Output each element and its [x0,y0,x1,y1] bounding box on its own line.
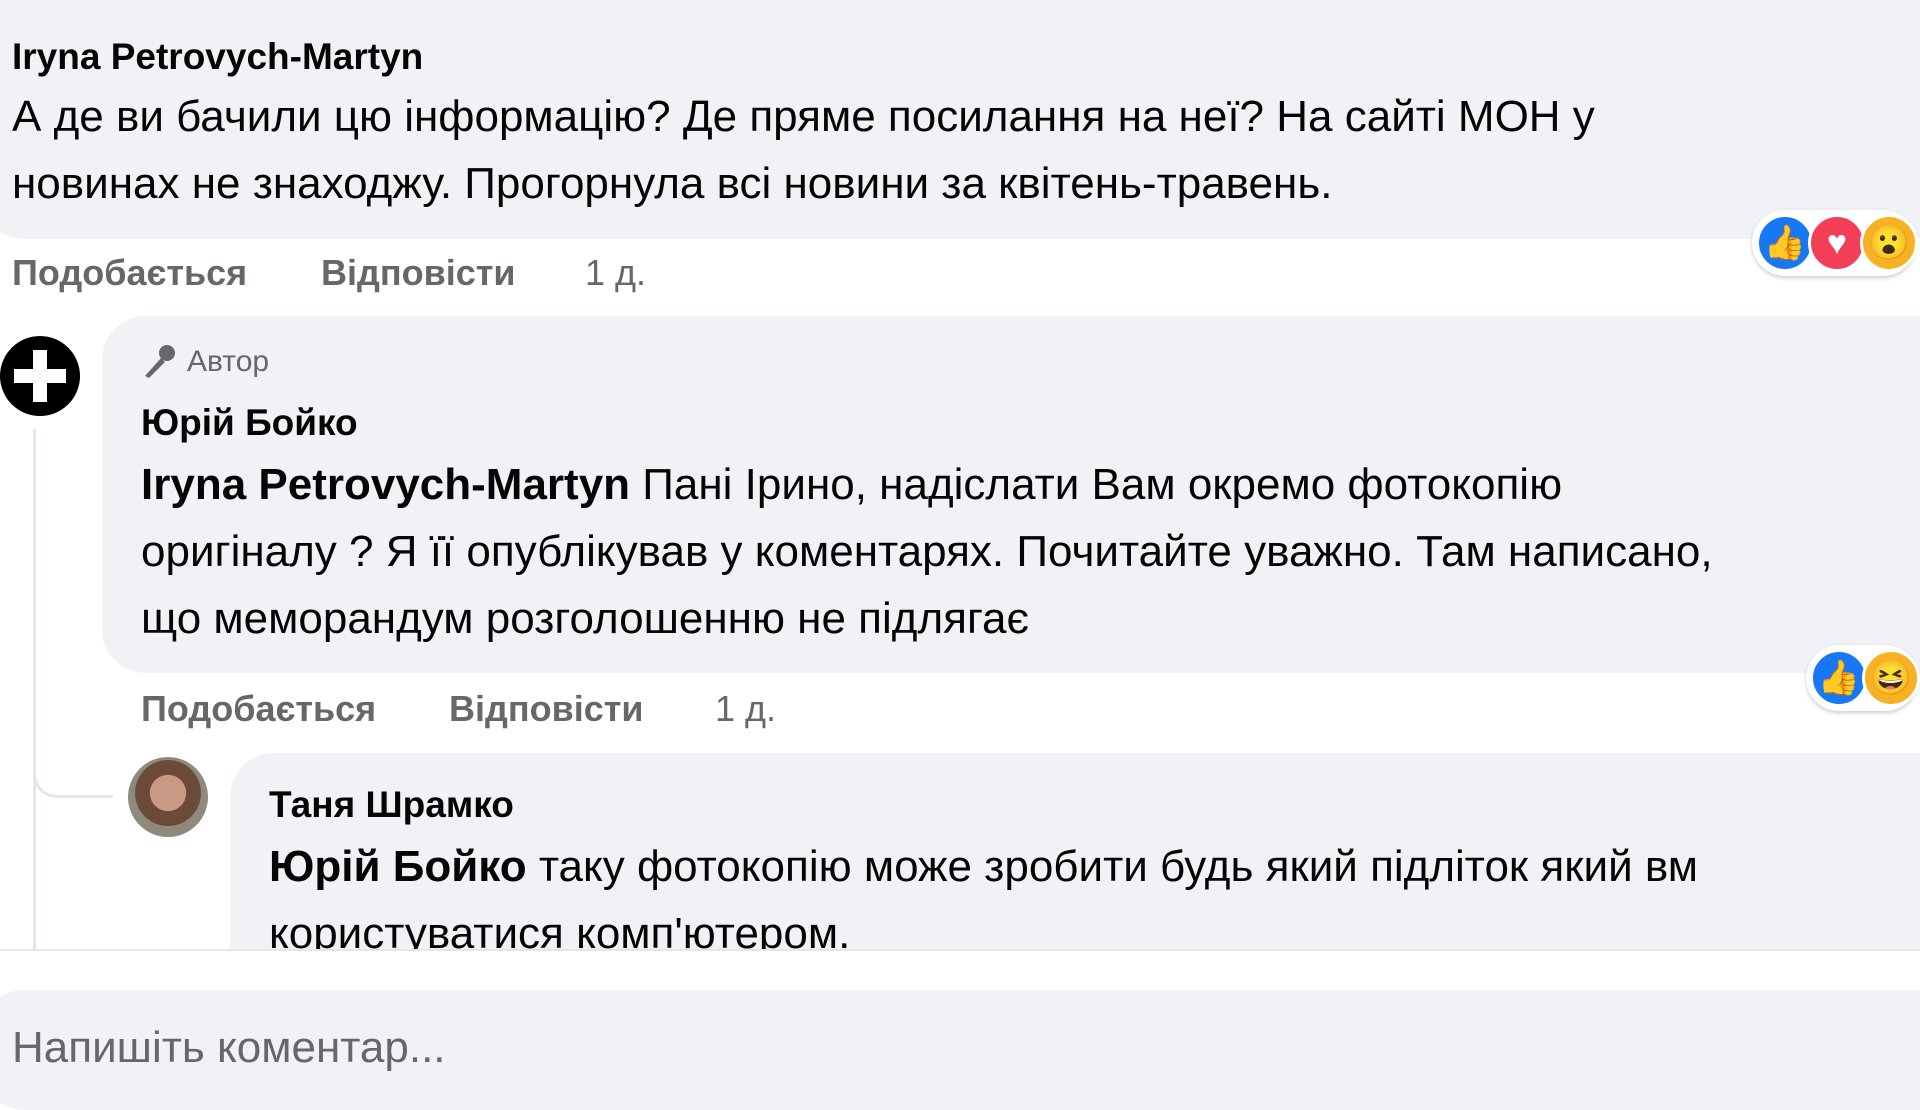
comment-composer[interactable] [0,990,1920,1110]
reactions-summary[interactable]: 👍 😆 [1806,645,1920,711]
thread-branch [33,740,113,798]
comment-text: Пані Ірино, надіслати Вам окремо фотокоп… [630,460,1563,509]
reactions-summary[interactable]: 👍 ♥ 😮 [1752,210,1918,276]
like-reaction-icon: 👍 [1756,214,1814,272]
timestamp[interactable]: 1 д. [585,252,647,293]
mention-link[interactable]: Юрій Бойко [269,842,527,891]
comment-bubble [102,316,1920,673]
like-reaction-icon: 👍 [1810,649,1868,707]
timestamp[interactable]: 1 д. [715,688,777,729]
comment-author[interactable]: Юрій Бойко [141,402,358,443]
comment-text: таку фотокопію може зробити будь який пі… [526,842,1698,891]
comment-author[interactable]: Таня Шрамко [269,784,514,825]
microphone-icon [141,344,177,380]
comment-text-line: оригіналу ? Я її опублікував у коментаря… [141,527,1713,576]
comment-bubble [230,753,1920,949]
plus-icon [14,350,66,402]
author-badge: Автор [141,344,269,380]
comment-text-line: Юрій Бойко таку фотокопію може зробити б… [269,833,1698,900]
comment-author[interactable]: Iryna Petrovych-Martyn [12,36,424,77]
love-reaction-icon: ♥ [1808,214,1866,272]
author-badge-label: Автор [187,345,270,378]
comment-bubble [0,0,1920,239]
wow-reaction-icon: 😮 [1860,214,1918,272]
like-button[interactable]: Подобається [12,252,248,293]
comment-input[interactable] [12,1018,1812,1078]
thread-line [33,429,36,949]
comments-thread[interactable]: Iryna Petrovych-Martyn А де ви бачили цю… [0,0,1920,949]
comment-text-line: А де ви бачили цю інформацію? Де пряме п… [12,92,1595,141]
comment-text-line: що меморандум розголошенню не підлягає [141,594,1029,643]
avatar[interactable] [128,757,208,837]
haha-reaction-icon: 😆 [1862,649,1920,707]
reply-button[interactable]: Відповісти [321,252,516,293]
mention-link[interactable]: Iryna Petrovych-Martyn [141,460,631,509]
comment-text-line: Iryna Petrovych-Martyn Пані Ірино, надіс… [141,451,1562,518]
divider [0,949,1920,951]
reply-button[interactable]: Відповісти [449,688,644,729]
comment-text-line: користуватися комп'ютером. [269,909,851,949]
avatar[interactable] [0,336,80,416]
comment-text-line: новинах не знаходжу. Прогорнула всі нови… [12,159,1333,208]
like-button[interactable]: Подобається [141,688,377,729]
